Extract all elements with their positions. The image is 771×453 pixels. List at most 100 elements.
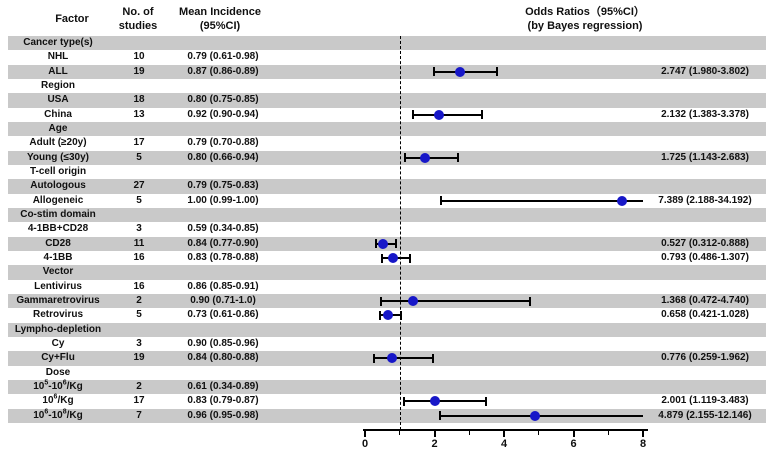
x-axis-line [363,429,648,431]
odds-ratio-marker [434,109,445,120]
n-studies-value: 2 [136,294,142,306]
factor-label: 4-1BB [43,251,73,263]
odds-ratio-value: 0.527 (0.312-0.888) [661,237,749,249]
category-label: Lympho-depletion [14,323,102,335]
n-studies-value: 3 [136,337,142,349]
mean-incidence-value: 0.96 (0.95-0.98) [187,409,259,421]
category-label: T-cell origin [29,165,87,177]
table-row: 105-106/Kg 2 0.61 (0.34-0.89) [0,380,771,395]
table-row: Cy+Flu 19 0.84 (0.80-0.88) 0.776 (0.259-1.9… [0,351,771,366]
ci-cap-left [440,196,443,206]
category-row: T-cell origin [0,165,771,179]
n-studies-value: 5 [136,194,142,206]
odds-ratio-marker [386,353,397,364]
mean-incidence-value: 0.61 (0.34-0.89) [187,380,259,392]
n-studies-value: 16 [133,280,145,292]
x-minor-tick [468,431,470,435]
x-minor-tick [399,431,401,435]
mean-incidence-value: 0.59 (0.34-0.85) [187,223,259,235]
mean-incidence-value: 0.83 (0.78-0.88) [187,251,259,263]
table-row: China 13 0.92 (0.90-0.94) 2.132 (1.383-3.37… [0,108,771,122]
table-row: Allogeneic 5 1.00 (0.99-1.00) 7.389 (2.188-… [0,194,771,208]
ci-cap-left [380,296,383,306]
n-studies-value: 17 [133,137,145,149]
x-major-tick [642,431,644,437]
factor-label: China [44,108,72,120]
odds-ratio-marker [378,238,389,249]
studies-header-line2: studies [118,20,158,32]
odds-ratio-value: 2.747 (1.980-3.802) [661,65,749,77]
table-row: USA 18 0.80 (0.75-0.85) [0,93,771,108]
n-studies-value: 16 [133,251,145,263]
n-studies-value: 19 [133,65,145,77]
odds-ratio-marker [455,66,466,77]
mean-incidence-value: 0.73 (0.61-0.86) [187,309,259,321]
ci-line [433,70,498,73]
table-row: Young (≤30y) 5 0.80 (0.66-0.94) 1.725 (1.14… [0,150,771,166]
odds-ratio-marker [419,152,430,163]
studies-column-header: No. of studies [112,5,164,33]
x-tick-label: 6 [570,438,577,450]
forest-rows: Cancer type(s) NHL 10 0.79 (0.61-0.98) ALL 19… [0,36,771,424]
ci-cap-left [378,310,381,320]
category-row: Region [0,79,771,93]
table-row: ALL 19 0.87 (0.86-0.89) 2.747 (1.980-3.802) [0,64,771,80]
odds-ratio-marker [529,410,540,421]
ci-cap-left [412,110,415,120]
odds-ratio-value: 0.658 (0.421-1.028) [661,309,749,321]
mean-incidence-value: 0.83 (0.79-0.87) [187,395,259,407]
n-studies-value: 3 [136,223,142,235]
table-row: Retrovirus 5 0.73 (0.61-0.86) 0.658 (0.421-… [0,308,771,322]
x-minor-tick [538,431,540,435]
category-row: Co-stim domain [0,207,771,223]
x-tick-label: 8 [639,438,647,450]
mean-incidence-value: 0.79 (0.61-0.98) [187,51,259,63]
factor-label: Retrovirus [32,309,83,321]
odds-header-line1: Odds Ratios（95%CI） [525,6,645,18]
category-row: Lympho-depletion [0,322,771,338]
mean-header-line2: (95%CI) [199,20,241,32]
ci-line [404,156,459,159]
table-row: Autologous 27 0.79 (0.75-0.83) [0,179,771,194]
factor-label: NHL [47,51,69,63]
table-row: 4-1BB 16 0.83 (0.78-0.88) 0.793 (0.486-1.30… [0,251,771,265]
category-label: Vector [42,266,74,278]
x-tick-label: 4 [500,438,508,450]
odds-ratio-value: 4.879 (2.155-12.146) [658,409,752,421]
ci-cap-right [457,153,460,163]
odds-ratio-value: 1.368 (0.472-4.740) [661,294,749,306]
table-row: Gammaretrovirus 2 0.90 (0.71-1.0) 1.368 (0.… [0,293,771,309]
category-row: Vector [0,265,771,280]
odds-ratio-column-header: Odds Ratios（95%CI） (by Bayes regression) [415,5,755,33]
x-minor-tick [607,431,609,435]
factor-label: 106/Kg [42,393,74,407]
n-studies-value: 18 [133,94,145,106]
ci-cap-left [380,253,383,263]
category-label: Age [48,122,68,134]
x-major-tick [364,431,366,437]
odds-ratio-value: 0.793 (0.486-1.307) [661,251,749,263]
n-studies-value: 17 [133,395,145,407]
table-row: Adult (≥20y) 17 0.79 (0.70-0.88) [0,136,771,150]
table-row: 4-1BB+CD28 3 0.59 (0.34-0.85) [0,222,771,236]
table-row: Lentivirus 16 0.86 (0.85-0.91) [0,280,771,294]
odds-ratio-value: 0.776 (0.259-1.962) [661,352,749,364]
table-row: Cy 3 0.90 (0.85-0.96) [0,337,771,351]
mean-incidence-value: 0.80 (0.75-0.85) [187,94,259,106]
ci-cap-right [485,396,488,406]
factor-label: Autologous [30,180,86,192]
odds-ratio-value: 2.132 (1.383-3.378) [661,108,749,120]
odds-ratio-marker [382,310,393,321]
factor-label: Cy+Flu [41,352,75,364]
category-row: Dose [0,366,771,380]
mean-header-line1: Mean Incidence [179,6,261,18]
factor-label: Young (≤30y) [27,151,89,163]
factor-column-header: Factor [55,13,89,25]
n-studies-value: 11 [133,237,145,249]
odds-ratio-value: 1.725 (1.143-2.683) [661,151,749,163]
factor-label: ALL [48,65,68,77]
mean-incidence-value: 0.86 (0.85-0.91) [187,280,259,292]
category-row: Cancer type(s) [0,36,771,51]
category-label: Co-stim domain [20,208,96,220]
category-label: Cancer type(s) [23,37,93,48]
